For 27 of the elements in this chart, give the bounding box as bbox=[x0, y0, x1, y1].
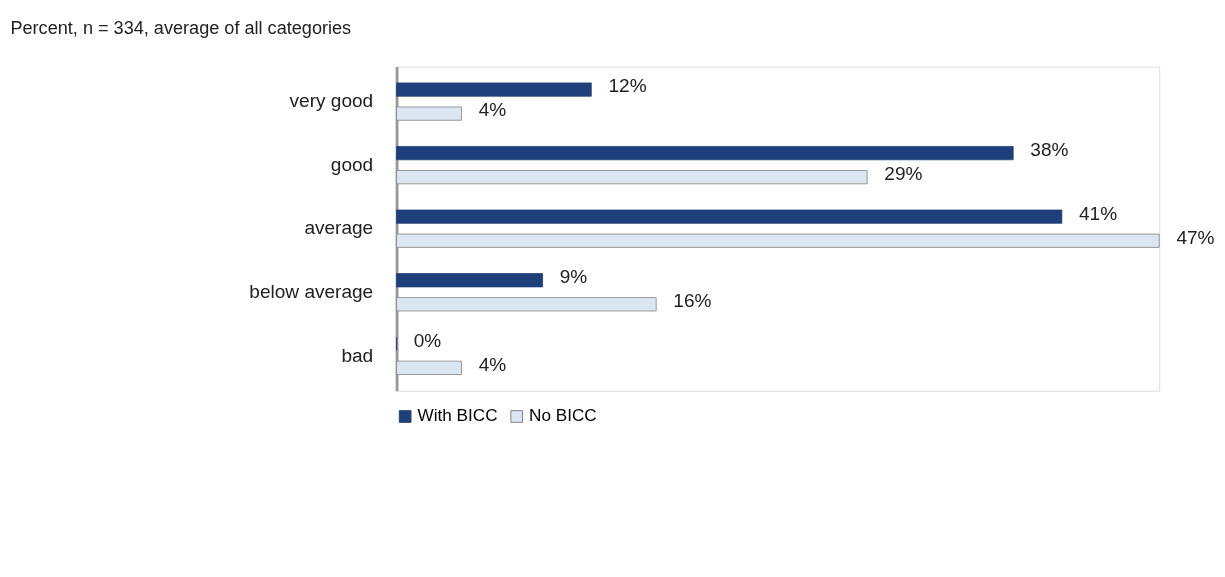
data-label: 4% bbox=[478, 353, 507, 375]
data-label: 4% bbox=[478, 99, 507, 121]
legend-label: No BICC bbox=[529, 405, 597, 426]
data-label: 41% bbox=[1079, 202, 1118, 224]
data-label: 9% bbox=[559, 266, 588, 288]
data-label: 38% bbox=[1030, 138, 1069, 160]
bar bbox=[396, 360, 462, 375]
bar bbox=[396, 170, 868, 185]
bar bbox=[396, 106, 462, 121]
y-tick-label: good bbox=[330, 153, 374, 175]
legend-label: With BICC bbox=[417, 405, 498, 426]
y-tick-label: below average bbox=[249, 280, 374, 302]
text: Percent, n = 334, average of all categories bbox=[10, 18, 352, 39]
data-label: 16% bbox=[673, 290, 712, 312]
bar bbox=[396, 209, 1063, 224]
bar bbox=[396, 273, 543, 288]
data-label: 0% bbox=[413, 329, 442, 351]
data-label: 12% bbox=[608, 75, 647, 97]
bar bbox=[396, 233, 1160, 248]
data-label: 47% bbox=[1176, 226, 1215, 248]
data-label: 29% bbox=[884, 163, 923, 185]
y-tick-label: average bbox=[304, 217, 374, 239]
bar bbox=[396, 297, 657, 312]
bar bbox=[396, 82, 592, 97]
y-tick-label: bad bbox=[341, 344, 374, 366]
bar bbox=[396, 146, 1014, 161]
y-tick-label: very good bbox=[289, 90, 374, 112]
